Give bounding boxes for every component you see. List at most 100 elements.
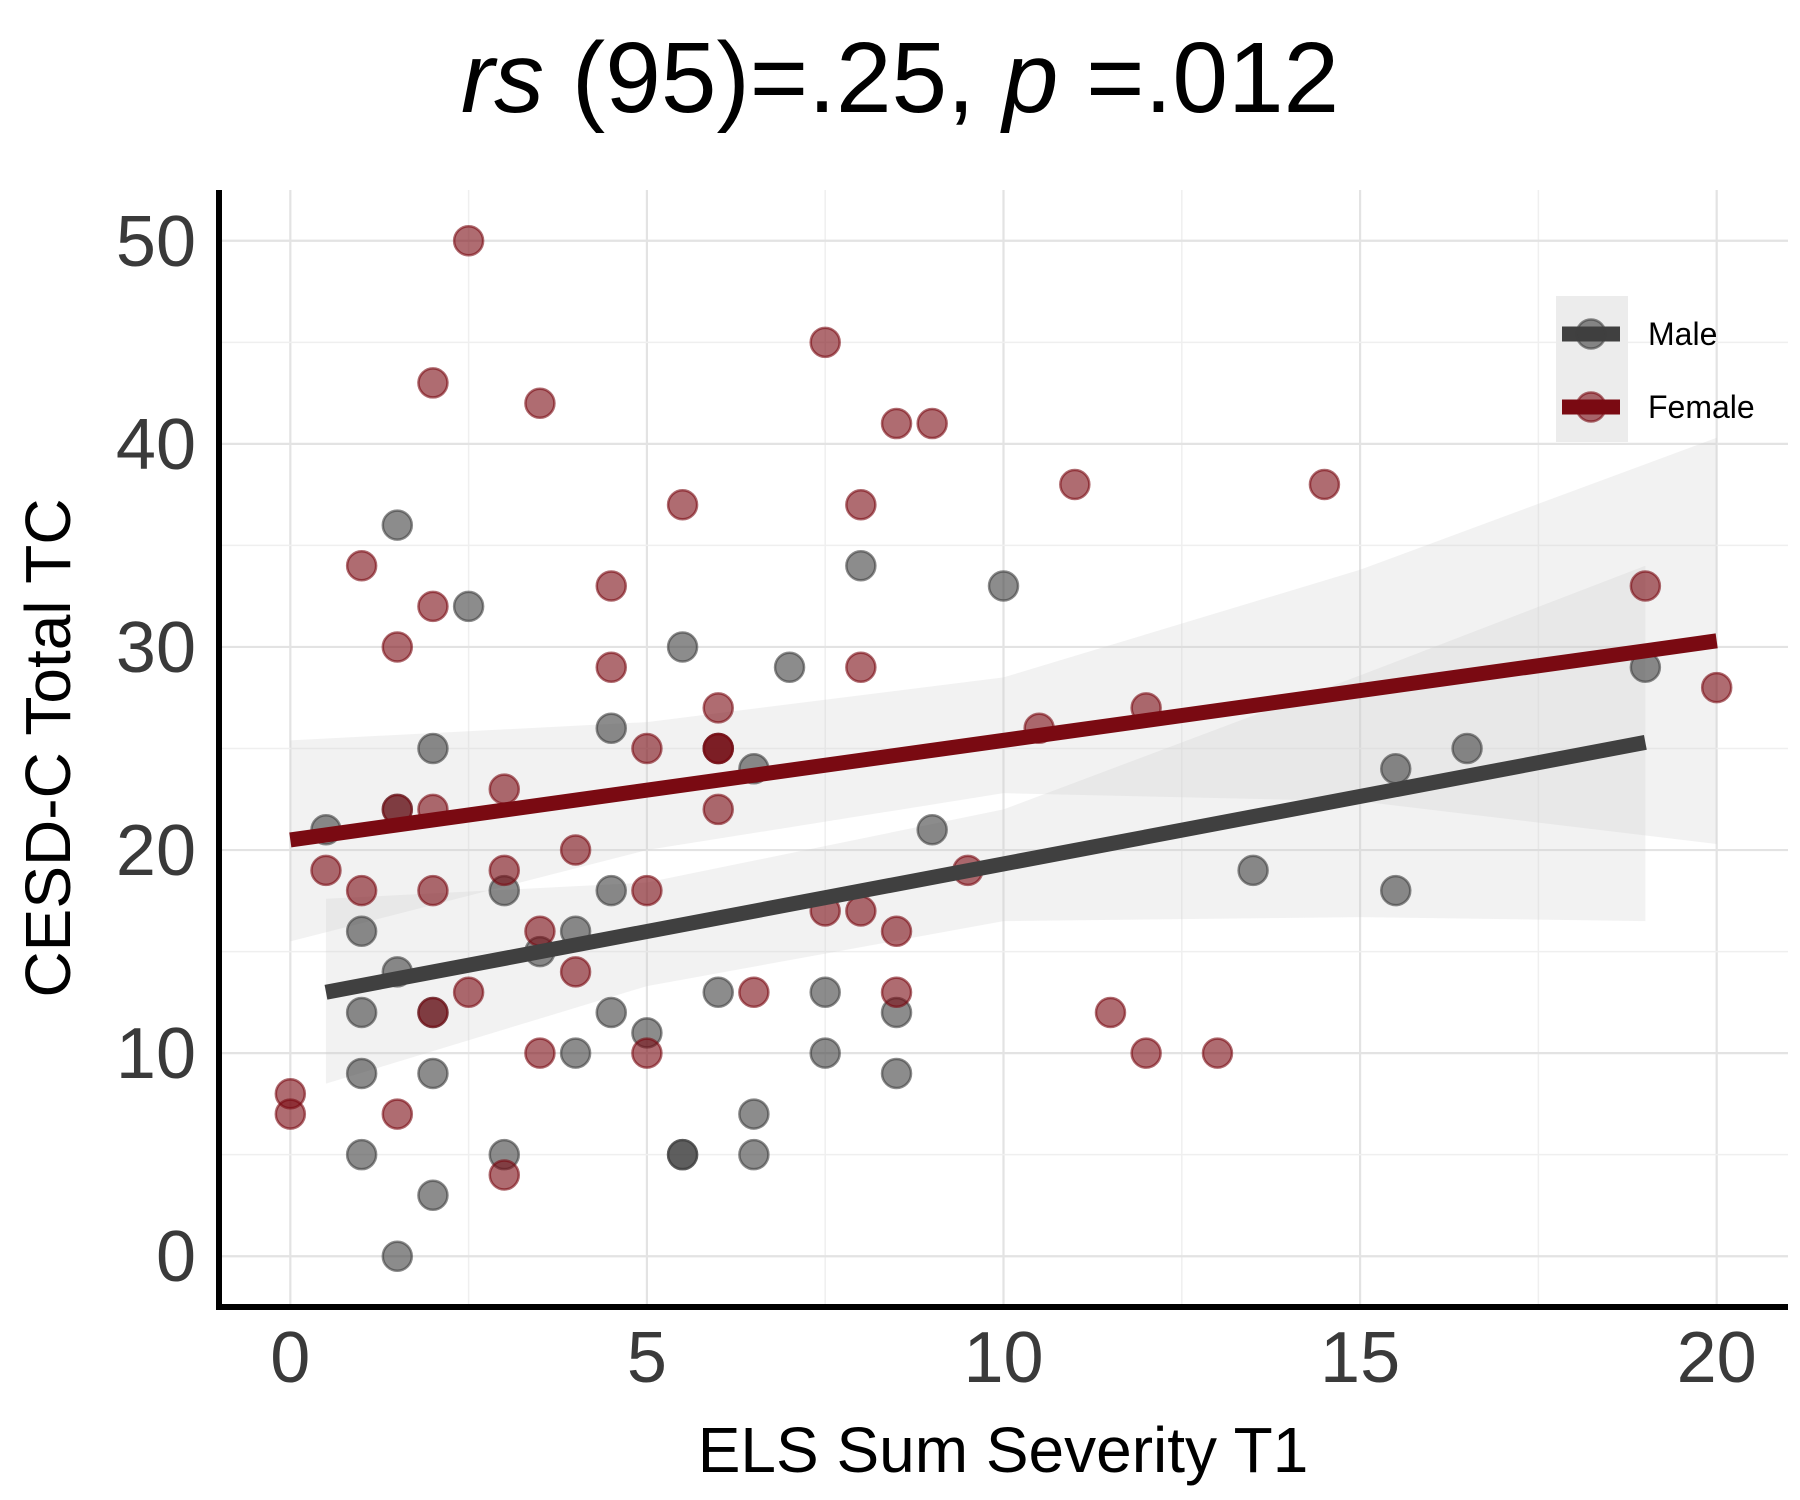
point-female	[1201, 1037, 1234, 1069]
x-tick-label: 10	[963, 1318, 1043, 1398]
x-tick-label: 15	[1320, 1318, 1400, 1398]
point-male	[381, 509, 414, 541]
point-male	[595, 996, 627, 1029]
point-female	[631, 1037, 663, 1069]
y-tick-label: 0	[156, 1217, 196, 1297]
title-rs-symbol: rs	[461, 22, 544, 134]
point-female	[488, 1159, 521, 1191]
point-female	[916, 407, 948, 440]
point-female	[488, 773, 521, 805]
grid-lines	[222, 190, 1788, 1304]
point-female	[417, 996, 449, 1029]
point-female	[1130, 1037, 1162, 1069]
point-male	[1380, 874, 1412, 907]
x-axis-title: ELS Sum Severity T1	[698, 1414, 1309, 1486]
point-female	[1700, 671, 1733, 704]
point-male	[738, 1138, 770, 1171]
point-male	[916, 813, 948, 846]
point-male	[345, 915, 378, 948]
point-male	[452, 590, 485, 623]
point-female	[524, 387, 556, 419]
point-male	[381, 1240, 414, 1272]
title-p-value: =.012	[1058, 22, 1339, 134]
point-male	[1380, 753, 1412, 785]
point-female	[452, 976, 485, 1008]
point-male	[1237, 854, 1269, 887]
point-female	[1059, 468, 1091, 501]
point-male	[702, 976, 734, 1008]
point-female	[845, 651, 877, 684]
y-tick-label: 30	[116, 608, 196, 688]
point-female	[1094, 996, 1127, 1029]
point-male	[417, 1179, 449, 1212]
point-male	[345, 996, 378, 1029]
point-female	[1308, 468, 1341, 501]
legend-point-female	[1575, 391, 1607, 423]
point-male	[773, 651, 806, 684]
point-female	[809, 326, 841, 359]
point-female	[631, 874, 663, 907]
point-female	[274, 1098, 307, 1130]
point-female	[880, 915, 913, 948]
point-male	[845, 549, 877, 582]
point-female	[702, 732, 734, 765]
point-female	[488, 854, 521, 887]
point-female	[702, 692, 734, 724]
legend-point-male	[1575, 318, 1607, 350]
point-male	[880, 1057, 913, 1090]
point-male	[417, 732, 449, 765]
point-female	[381, 631, 414, 663]
point-male	[666, 1138, 699, 1171]
y-tick-label: 10	[116, 1014, 196, 1094]
axis-tick-labels: 0 5 10 15 20 0 10 20 30 40 50	[116, 202, 1757, 1398]
point-female	[631, 732, 663, 765]
y-tick-label: 50	[116, 202, 196, 282]
point-male	[417, 1057, 449, 1090]
fit-lines	[289, 633, 1718, 1000]
point-female	[845, 895, 877, 927]
fit-line-male	[324, 735, 1647, 1000]
x-tick-label: 0	[270, 1318, 310, 1398]
point-female	[310, 854, 342, 887]
title-p-symbol: p	[1000, 22, 1059, 134]
chart-title: rs (95)=.25, p =.012	[461, 22, 1339, 134]
point-male	[738, 1098, 770, 1130]
point-male	[666, 631, 699, 663]
point-female	[559, 956, 592, 988]
point-male	[595, 874, 627, 907]
fit-line-female	[289, 633, 1718, 848]
point-female	[417, 367, 449, 399]
point-female	[845, 489, 877, 521]
point-female	[345, 874, 378, 907]
point-female	[666, 489, 699, 521]
point-female	[524, 1037, 556, 1069]
point-male	[987, 570, 1020, 602]
point-male	[345, 1138, 378, 1171]
ci-band-female	[290, 437, 1717, 942]
point-female	[702, 793, 734, 826]
point-female	[345, 549, 378, 582]
point-female	[559, 834, 592, 866]
title-rs-value: (95)=.25,	[544, 22, 1003, 134]
y-tick-label: 20	[116, 811, 196, 891]
legend-label-female: Female	[1648, 389, 1755, 425]
point-female	[595, 570, 627, 602]
point-female	[417, 874, 449, 907]
point-male	[809, 1037, 841, 1069]
point-male	[809, 976, 841, 1008]
y-tick-label: 40	[116, 405, 196, 485]
point-male	[595, 712, 627, 744]
point-female	[417, 590, 449, 623]
point-female	[595, 651, 627, 684]
point-male	[345, 1057, 378, 1090]
legend: Male Female	[1556, 296, 1755, 442]
x-tick-label: 20	[1677, 1318, 1757, 1398]
legend-label-male: Male	[1648, 316, 1717, 352]
point-female	[381, 1098, 414, 1130]
y-axis-title: CESD-C Total TC	[12, 498, 84, 997]
point-male	[559, 1037, 592, 1069]
point-female	[880, 976, 913, 1008]
x-tick-label: 5	[627, 1318, 667, 1398]
point-female	[738, 976, 770, 1008]
